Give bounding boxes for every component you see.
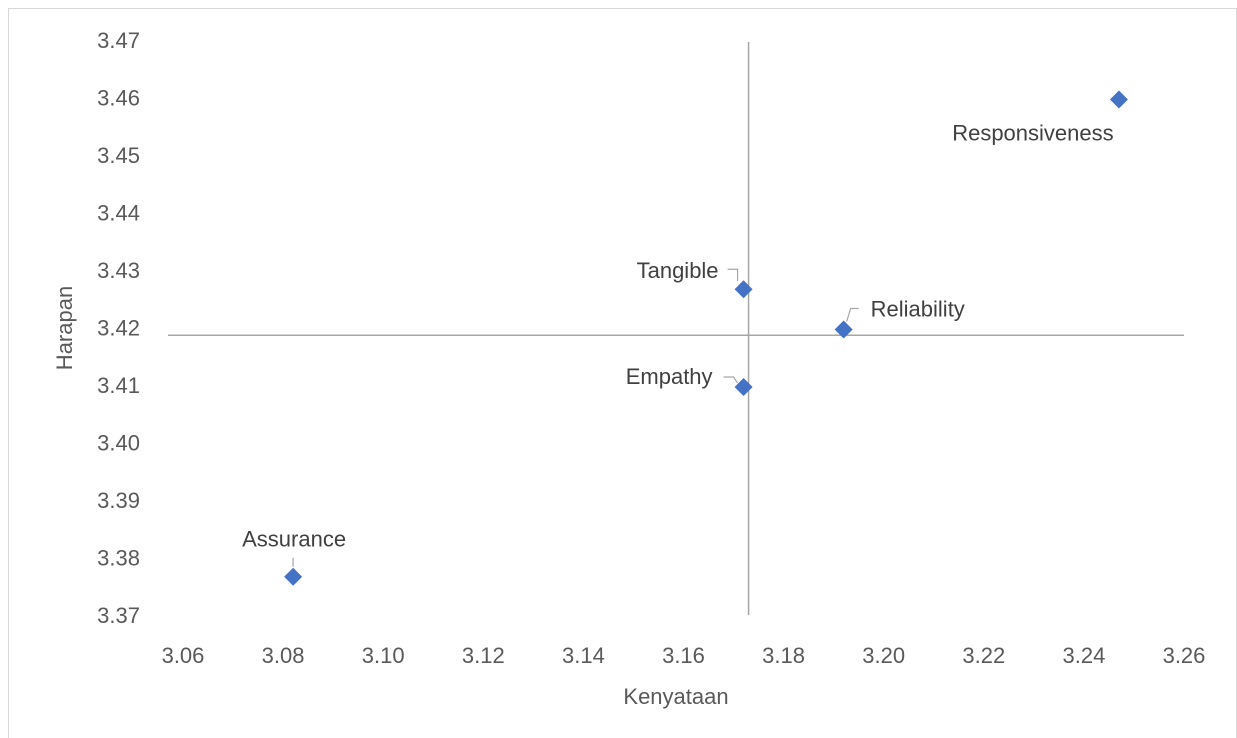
chart-border [8, 8, 1237, 738]
y-tick-label: 3.46 [97, 85, 140, 110]
leader-line [727, 268, 739, 282]
x-axis-title: Kenyataan [623, 684, 728, 709]
y-tick-label: 3.44 [97, 200, 140, 225]
x-tick-label: 3.12 [462, 643, 505, 668]
x-tick-label: 3.26 [1163, 643, 1206, 668]
point [734, 280, 753, 299]
y-tick-label: 3.42 [97, 315, 140, 340]
y-tick-label: 3.43 [97, 258, 140, 283]
x-tick-label: 3.14 [562, 643, 605, 668]
y-axis-title: Harapan [52, 286, 77, 370]
x-tick-label: 3.24 [1062, 643, 1105, 668]
x-tick-label: 3.22 [962, 643, 1005, 668]
leader-line [846, 307, 859, 322]
point [734, 378, 753, 396]
point-label: Reliability [871, 296, 965, 321]
y-tick-label: 3.45 [97, 143, 140, 168]
leader-line [723, 376, 739, 384]
y-tick-label: 3.39 [97, 488, 140, 513]
y-tick-label: 3.38 [97, 545, 140, 570]
x-tick-label: 3.18 [762, 643, 805, 668]
y-tick-label: 3.41 [97, 373, 140, 398]
point [834, 320, 853, 339]
point [284, 567, 303, 586]
y-tick-label: 3.37 [97, 603, 140, 628]
point-label: Assurance [242, 527, 346, 552]
point [1109, 90, 1128, 109]
y-tick-label: 3.47 [97, 28, 140, 53]
point-label: Responsiveness [952, 120, 1113, 145]
x-tick-label: 3.16 [662, 643, 705, 668]
x-tick-label: 3.06 [162, 643, 205, 668]
point-label: Empathy [626, 364, 713, 389]
point-label: Tangible [637, 258, 719, 283]
y-tick-label: 3.40 [97, 430, 140, 455]
x-tick-label: 3.08 [262, 643, 305, 668]
x-tick-label: 3.20 [862, 643, 905, 668]
x-tick-label: 3.10 [362, 643, 405, 668]
